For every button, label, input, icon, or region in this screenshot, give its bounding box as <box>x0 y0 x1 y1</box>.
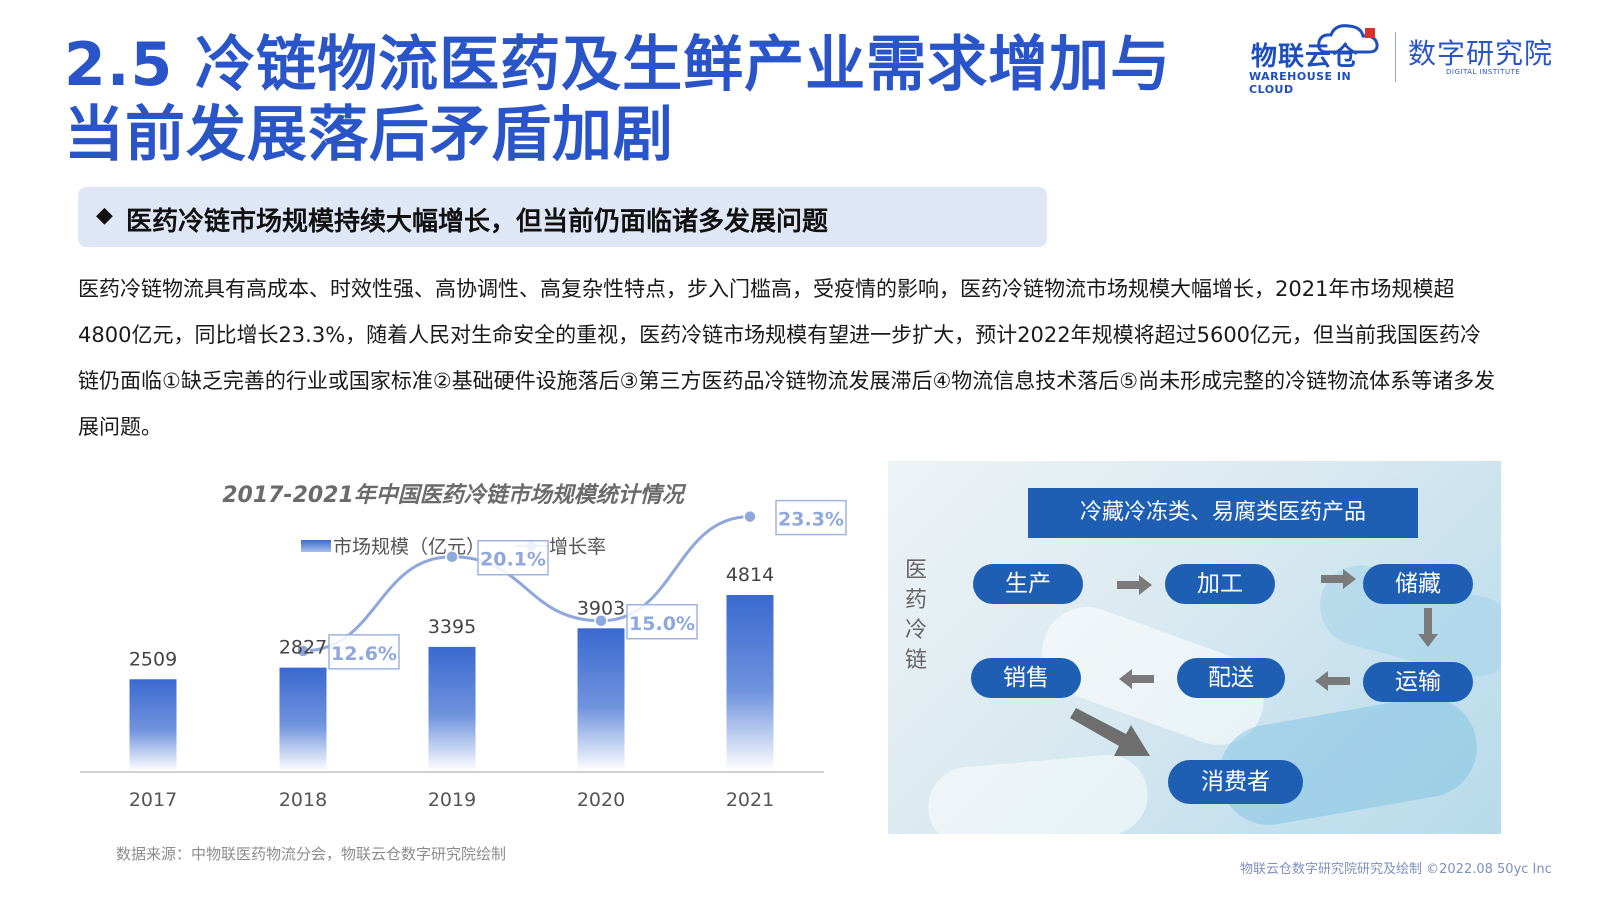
warehouse-in-cloud-logo: 物联云仓 WAREHOUSE IN CLOUD <box>1245 22 1385 96</box>
data-source-note: 数据来源：中物联医药物流分会，物联云仓数字研究院绘制 <box>116 845 507 863</box>
growth-point-2018 <box>296 644 310 658</box>
growth-point-2021 <box>743 509 757 524</box>
growth-rate-line <box>302 515 751 653</box>
growth-line-group: 12.6% 20.1% 15.0% 23.3% <box>296 499 847 670</box>
cloud-icon <box>1317 24 1379 54</box>
vertical-label-char: 医 <box>904 558 927 583</box>
page-title: 2.5 冷链物流医药及生鲜产业需求增加与当前发展落后矛盾加剧 <box>64 30 1172 170</box>
market-size-chart: 2017-2021年中国医药冷链市场规模统计情况 市场规模（亿元） 增长率 12… <box>60 470 860 820</box>
subheading-text: 医药冷链市场规模持续大幅增长，但当前仍面临诸多发展问题 <box>126 207 829 237</box>
growth-label-box <box>477 539 549 576</box>
bar-value-label: 3395 <box>428 616 476 638</box>
growth-rate-label: 12.6% <box>331 643 397 665</box>
digital-institute-logo: 数字研究院 DIGITAL INSTITUTE <box>1408 32 1558 82</box>
growth-rate-label: 15.0% <box>629 613 695 635</box>
growth-label-box <box>626 604 698 640</box>
vertical-label-char: 药 <box>904 588 927 613</box>
growth-rate-label: 20.1% <box>480 549 546 571</box>
x-tick-label: 2019 <box>428 789 476 811</box>
vertical-label: 医 药 冷 链 <box>904 556 928 676</box>
bar-2019 <box>428 646 476 771</box>
bar-2018 <box>279 667 327 771</box>
node-produce: 生产 <box>973 564 1083 604</box>
bar-2017 <box>129 679 177 771</box>
diamond-bullet-icon: ◆ <box>96 203 113 228</box>
node-sell: 销售 <box>971 658 1081 698</box>
arrow-down-icon <box>1418 608 1438 647</box>
vertical-label-char: 冷 <box>904 618 927 643</box>
arrow-left-icon <box>1315 671 1350 691</box>
logos: 物联云仓 WAREHOUSE IN CLOUD 数字研究院 DIGITAL IN… <box>1245 22 1565 96</box>
node-store: 储藏 <box>1363 564 1473 604</box>
node-consumer: 消费者 <box>1168 760 1303 804</box>
growth-point-2020 <box>594 614 608 628</box>
logo-divider <box>1395 32 1396 82</box>
legend-line-label: 增长率 <box>549 536 606 558</box>
node-deliver: 配送 <box>1177 658 1285 698</box>
arrow-right-icon <box>1321 569 1356 589</box>
logo1-main-text: 物联云仓 <box>1251 42 1360 72</box>
bars-group <box>129 595 774 771</box>
logo2-sub-text: DIGITAL INSTITUTE <box>1446 68 1521 76</box>
arrow-diagonal-icon <box>1070 708 1150 756</box>
growth-label-box <box>328 634 400 670</box>
footer-copyright: 物联云仓数字研究院研究及绘制 ©2022.08 50yc Inc <box>1240 862 1552 877</box>
growth-label-box <box>775 499 847 536</box>
bar-2020 <box>577 628 625 771</box>
logo1-sub-text: WAREHOUSE IN CLOUD <box>1249 70 1352 96</box>
arrow-right-icon <box>1117 575 1152 595</box>
growth-rate-label: 23.3% <box>778 509 844 531</box>
product-category-header: 冷藏冷冻类、易腐类医药产品 <box>1028 488 1418 538</box>
chart-svg: 2017-2021年中国医药冷链市场规模统计情况 市场规模（亿元） 增长率 12… <box>80 482 847 811</box>
bar-value-label: 2827 <box>279 637 327 659</box>
x-tick-label: 2020 <box>577 789 625 811</box>
cold-chain-flow-diagram: 医 药 冷 链 冷藏冷冻类、易腐类医药产品 生产 加工 储藏 销售 配送 运输 … <box>888 461 1501 834</box>
chart-title: 2017-2021年中国医药冷链市场规模统计情况 <box>222 482 687 508</box>
bar-value-label: 3903 <box>577 597 625 619</box>
logo2-main-text: 数字研究院 <box>1408 37 1554 70</box>
growth-point-2019 <box>445 549 459 564</box>
vertical-label-char: 链 <box>904 648 927 673</box>
section-subheading: ◆ 医药冷链市场规模持续大幅增长，但当前仍面临诸多发展问题 <box>78 187 1047 247</box>
arrow-left-icon <box>1119 669 1154 689</box>
bar-value-label: 4814 <box>726 564 774 586</box>
x-tick-label: 2018 <box>279 789 327 811</box>
x-tick-label: 2021 <box>726 789 774 811</box>
node-process: 加工 <box>1165 564 1275 604</box>
legend-bar-label: 市场规模（亿元） <box>333 536 485 558</box>
legend-bar-swatch <box>301 540 331 552</box>
bar-2021 <box>726 595 774 771</box>
bar-value-label: 2509 <box>129 648 177 670</box>
node-transport: 运输 <box>1363 662 1473 702</box>
x-tick-label: 2017 <box>129 789 177 811</box>
labels-group: 2509 2017 2827 2018 3395 2019 3903 2020 4814 2021 <box>129 564 774 811</box>
body-paragraph: 医药冷链物流具有高成本、时效性强、高协调性、高复杂性特点，步入门槛高，受疫情的影… <box>78 277 1496 439</box>
